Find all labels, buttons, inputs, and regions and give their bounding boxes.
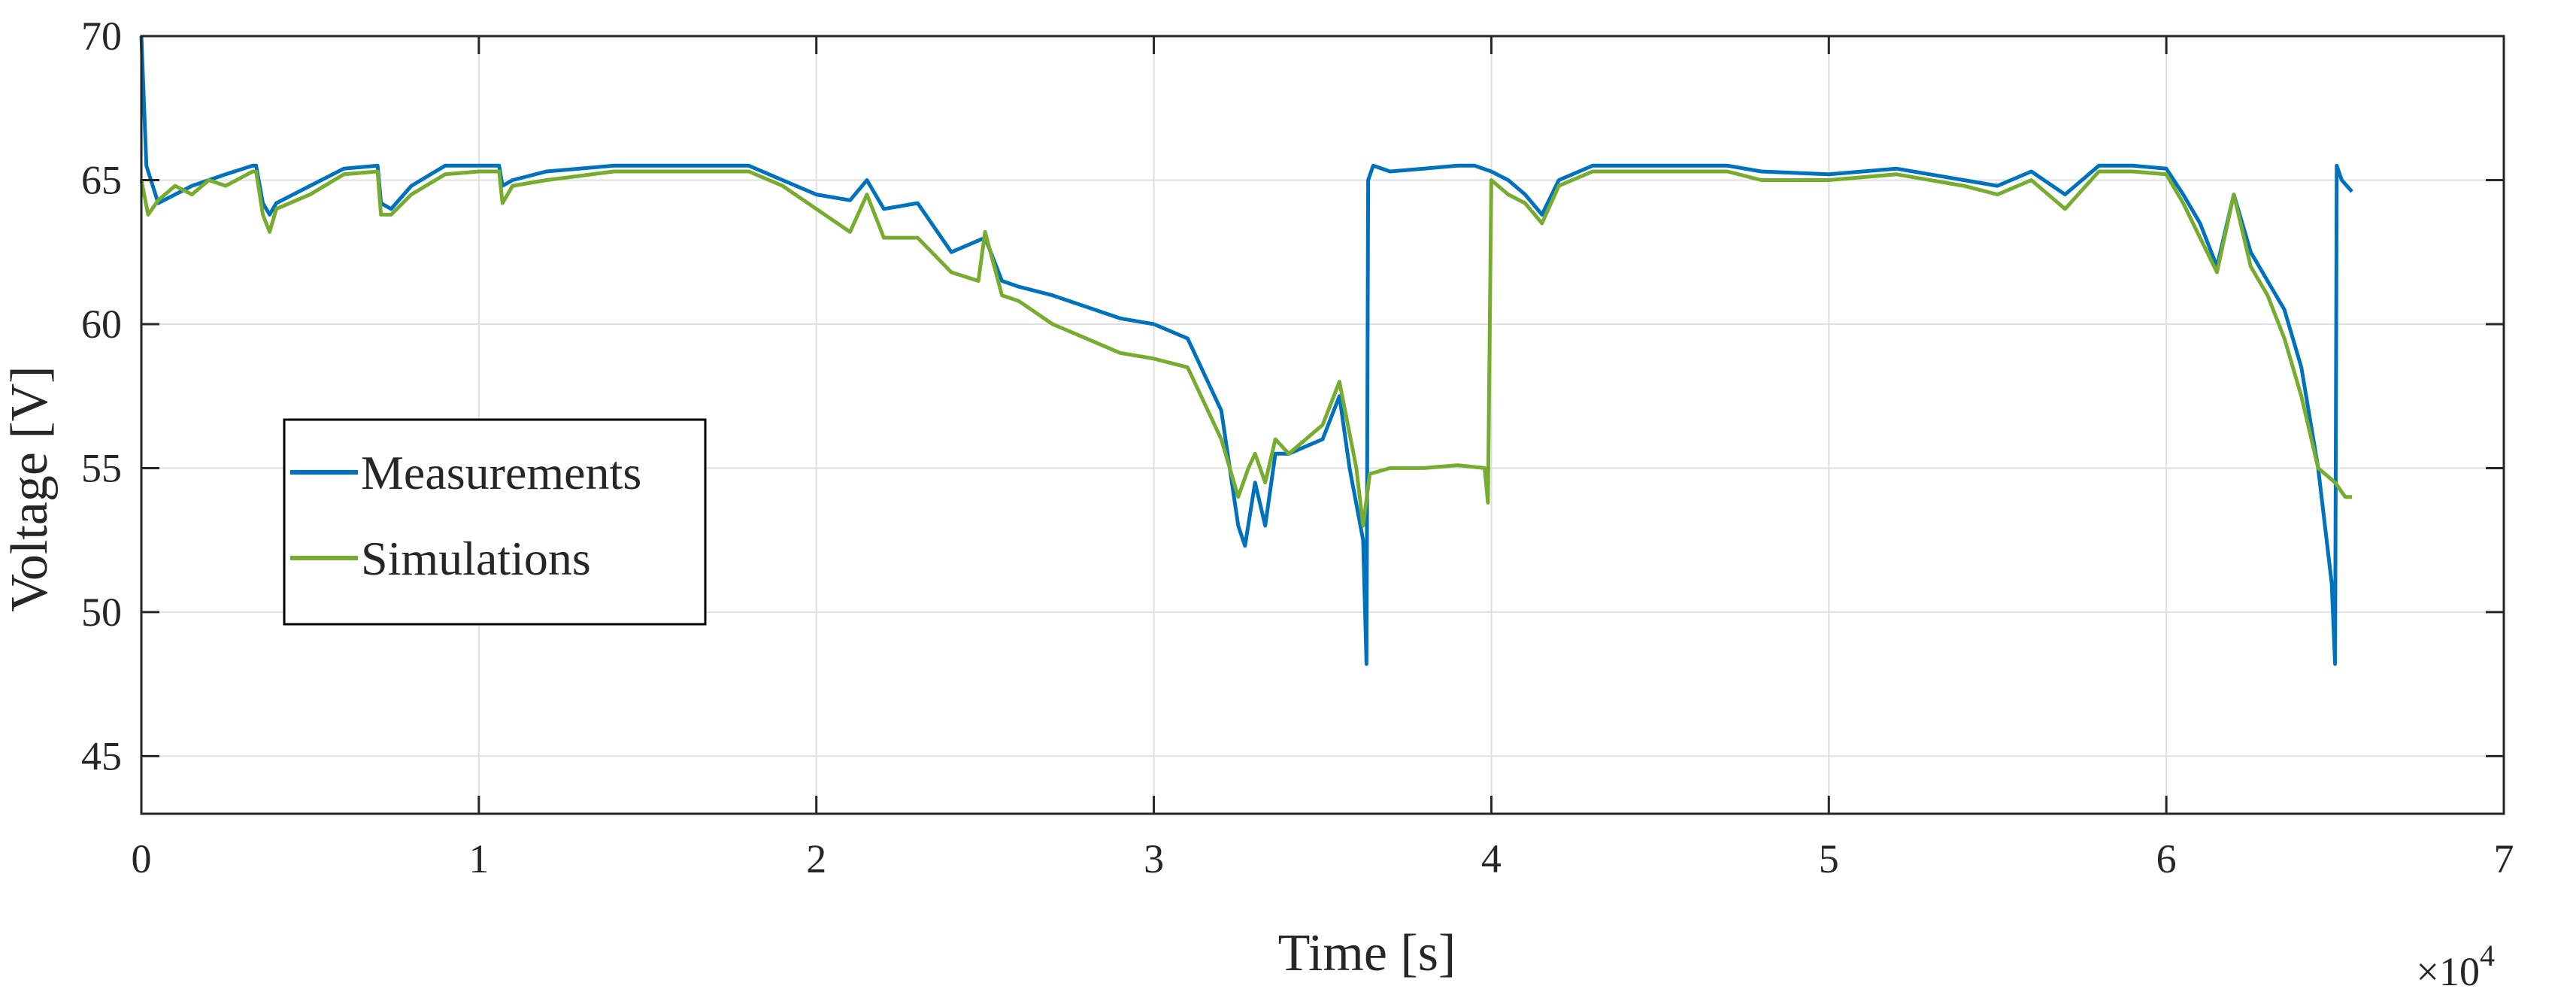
y-tick-label: 70 <box>81 14 122 59</box>
y-tick-label: 60 <box>81 302 122 347</box>
legend-label-measurements: Measurements <box>361 446 641 499</box>
plot-frame <box>140 35 2505 815</box>
y-tick-label: 55 <box>81 445 122 490</box>
y-tick-label: 50 <box>81 590 122 635</box>
y-tick-label: 45 <box>81 733 122 778</box>
x-tick-label: 3 <box>1144 836 1164 881</box>
legend-box <box>283 418 707 626</box>
x-tick-label: 5 <box>1819 836 1839 881</box>
axis-ticks <box>140 35 2505 814</box>
x-tick-label: 1 <box>468 836 489 881</box>
legend-label-simulations: Simulations <box>361 532 591 585</box>
y-axis-label: Voltage [V] <box>1 366 59 611</box>
x-tick-label: 6 <box>2156 836 2177 881</box>
series-line-simulations <box>139 169 2352 528</box>
series-layer <box>139 35 2353 666</box>
legend: Measurements Simulations <box>283 418 707 626</box>
series-line-measurements <box>139 35 2353 666</box>
x-tick-label: 2 <box>806 836 826 881</box>
x-multiplier-exponent: 4 <box>2480 939 2495 972</box>
x-tick-label: 4 <box>1481 836 1502 881</box>
y-tick-label: 65 <box>81 157 122 202</box>
x-multiplier-label: ×104 <box>2417 939 2495 994</box>
x-tick-label: 7 <box>2494 836 2514 881</box>
x-axis-label: Time [s] <box>1278 924 1456 982</box>
x-tick-label: 0 <box>132 836 152 881</box>
